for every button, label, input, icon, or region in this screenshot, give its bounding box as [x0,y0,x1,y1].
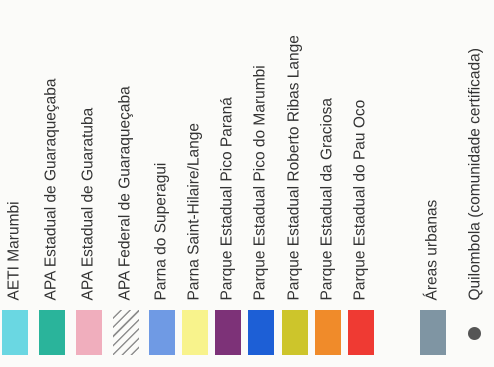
legend-swatch-parna-superagui [149,310,175,355]
legend-entry-parna-saint-hilaire-lange: Parna Saint-Hilaire/Lange [180,0,210,367]
legend-entry-parna-superagui: Parna do Superagui [147,0,177,367]
legend-label-parna-superagui: Parna do Superagui [152,162,170,300]
legend-swatch-areas-urbanas [420,310,446,355]
legend-swatch-parque-pico-marumbi [248,310,274,355]
legend-entry-apa-estadual-guaratuba: APA Estadual de Guaratuba [74,0,104,367]
legend-label-quilombola: Quilombola (comunidade certificada) [466,47,484,300]
legend-entry-parque-pau-oco: Parque Estadual do Pau Oco [346,0,376,367]
legend-swatch-apa-federal-guaraquecaba [113,310,139,355]
legend-label-parque-roberto-ribas-lange: Parque Estadual Roberto Ribas Lange [285,34,303,300]
legend-swatch-parna-saint-hilaire-lange [182,310,208,355]
legend-entry-parque-pico-marumbi: Parque Estadual Pico do Marumbi [246,0,276,367]
legend-swatch-aeti-marumbi [2,310,28,355]
quilombola-dot-icon [468,327,481,340]
legend-entry-parque-graciosa: Parque Estadual da Graciosa [313,0,343,367]
legend-entry-parque-roberto-ribas-lange: Parque Estadual Roberto Ribas Lange [280,0,310,367]
legend-label-apa-federal-guaraquecaba: APA Federal de Guaraqueçaba [116,85,134,300]
legend-swatch-parque-graciosa [315,310,341,355]
legend-swatch-apa-estadual-guaraquecaba [39,310,65,355]
legend-label-parque-pico-marumbi: Parque Estadual Pico do Marumbi [251,64,269,300]
legend-swatch-parque-roberto-ribas-lange [282,310,308,355]
legend-swatch-apa-estadual-guaratuba [76,310,102,355]
legend-label-areas-urbanas: Áreas urbanas [423,199,441,300]
legend-swatch-parque-pau-oco [348,310,374,355]
legend-label-apa-estadual-guaraquecaba: APA Estadual de Guaraqueçaba [42,77,60,300]
legend-entry-parque-pico-parana: Parque Estadual Pico Paraná [213,0,243,367]
legend-entry-apa-federal-guaraquecaba: APA Federal de Guaraqueçaba [111,0,141,367]
legend-swatch-parque-pico-parana [215,310,241,355]
legend-label-aeti-marumbi: AETI Marumbi [5,200,23,300]
legend-entry-quilombola: Quilombola (comunidade certificada) [461,0,491,367]
legend-label-parna-saint-hilaire-lange: Parna Saint-Hilaire/Lange [185,122,203,301]
legend-entry-areas-urbanas: Áreas urbanas [418,0,448,367]
legend-entry-apa-estadual-guaraquecaba: APA Estadual de Guaraqueçaba [37,0,67,367]
legend-label-apa-estadual-guaratuba: APA Estadual de Guaratuba [79,107,97,300]
legend-entry-aeti-marumbi: AETI Marumbi [0,0,30,367]
legend-label-parque-graciosa: Parque Estadual da Graciosa [318,97,336,300]
legend-label-parque-pau-oco: Parque Estadual do Pau Oco [351,99,369,300]
legend-label-parque-pico-parana: Parque Estadual Pico Paraná [218,96,236,300]
